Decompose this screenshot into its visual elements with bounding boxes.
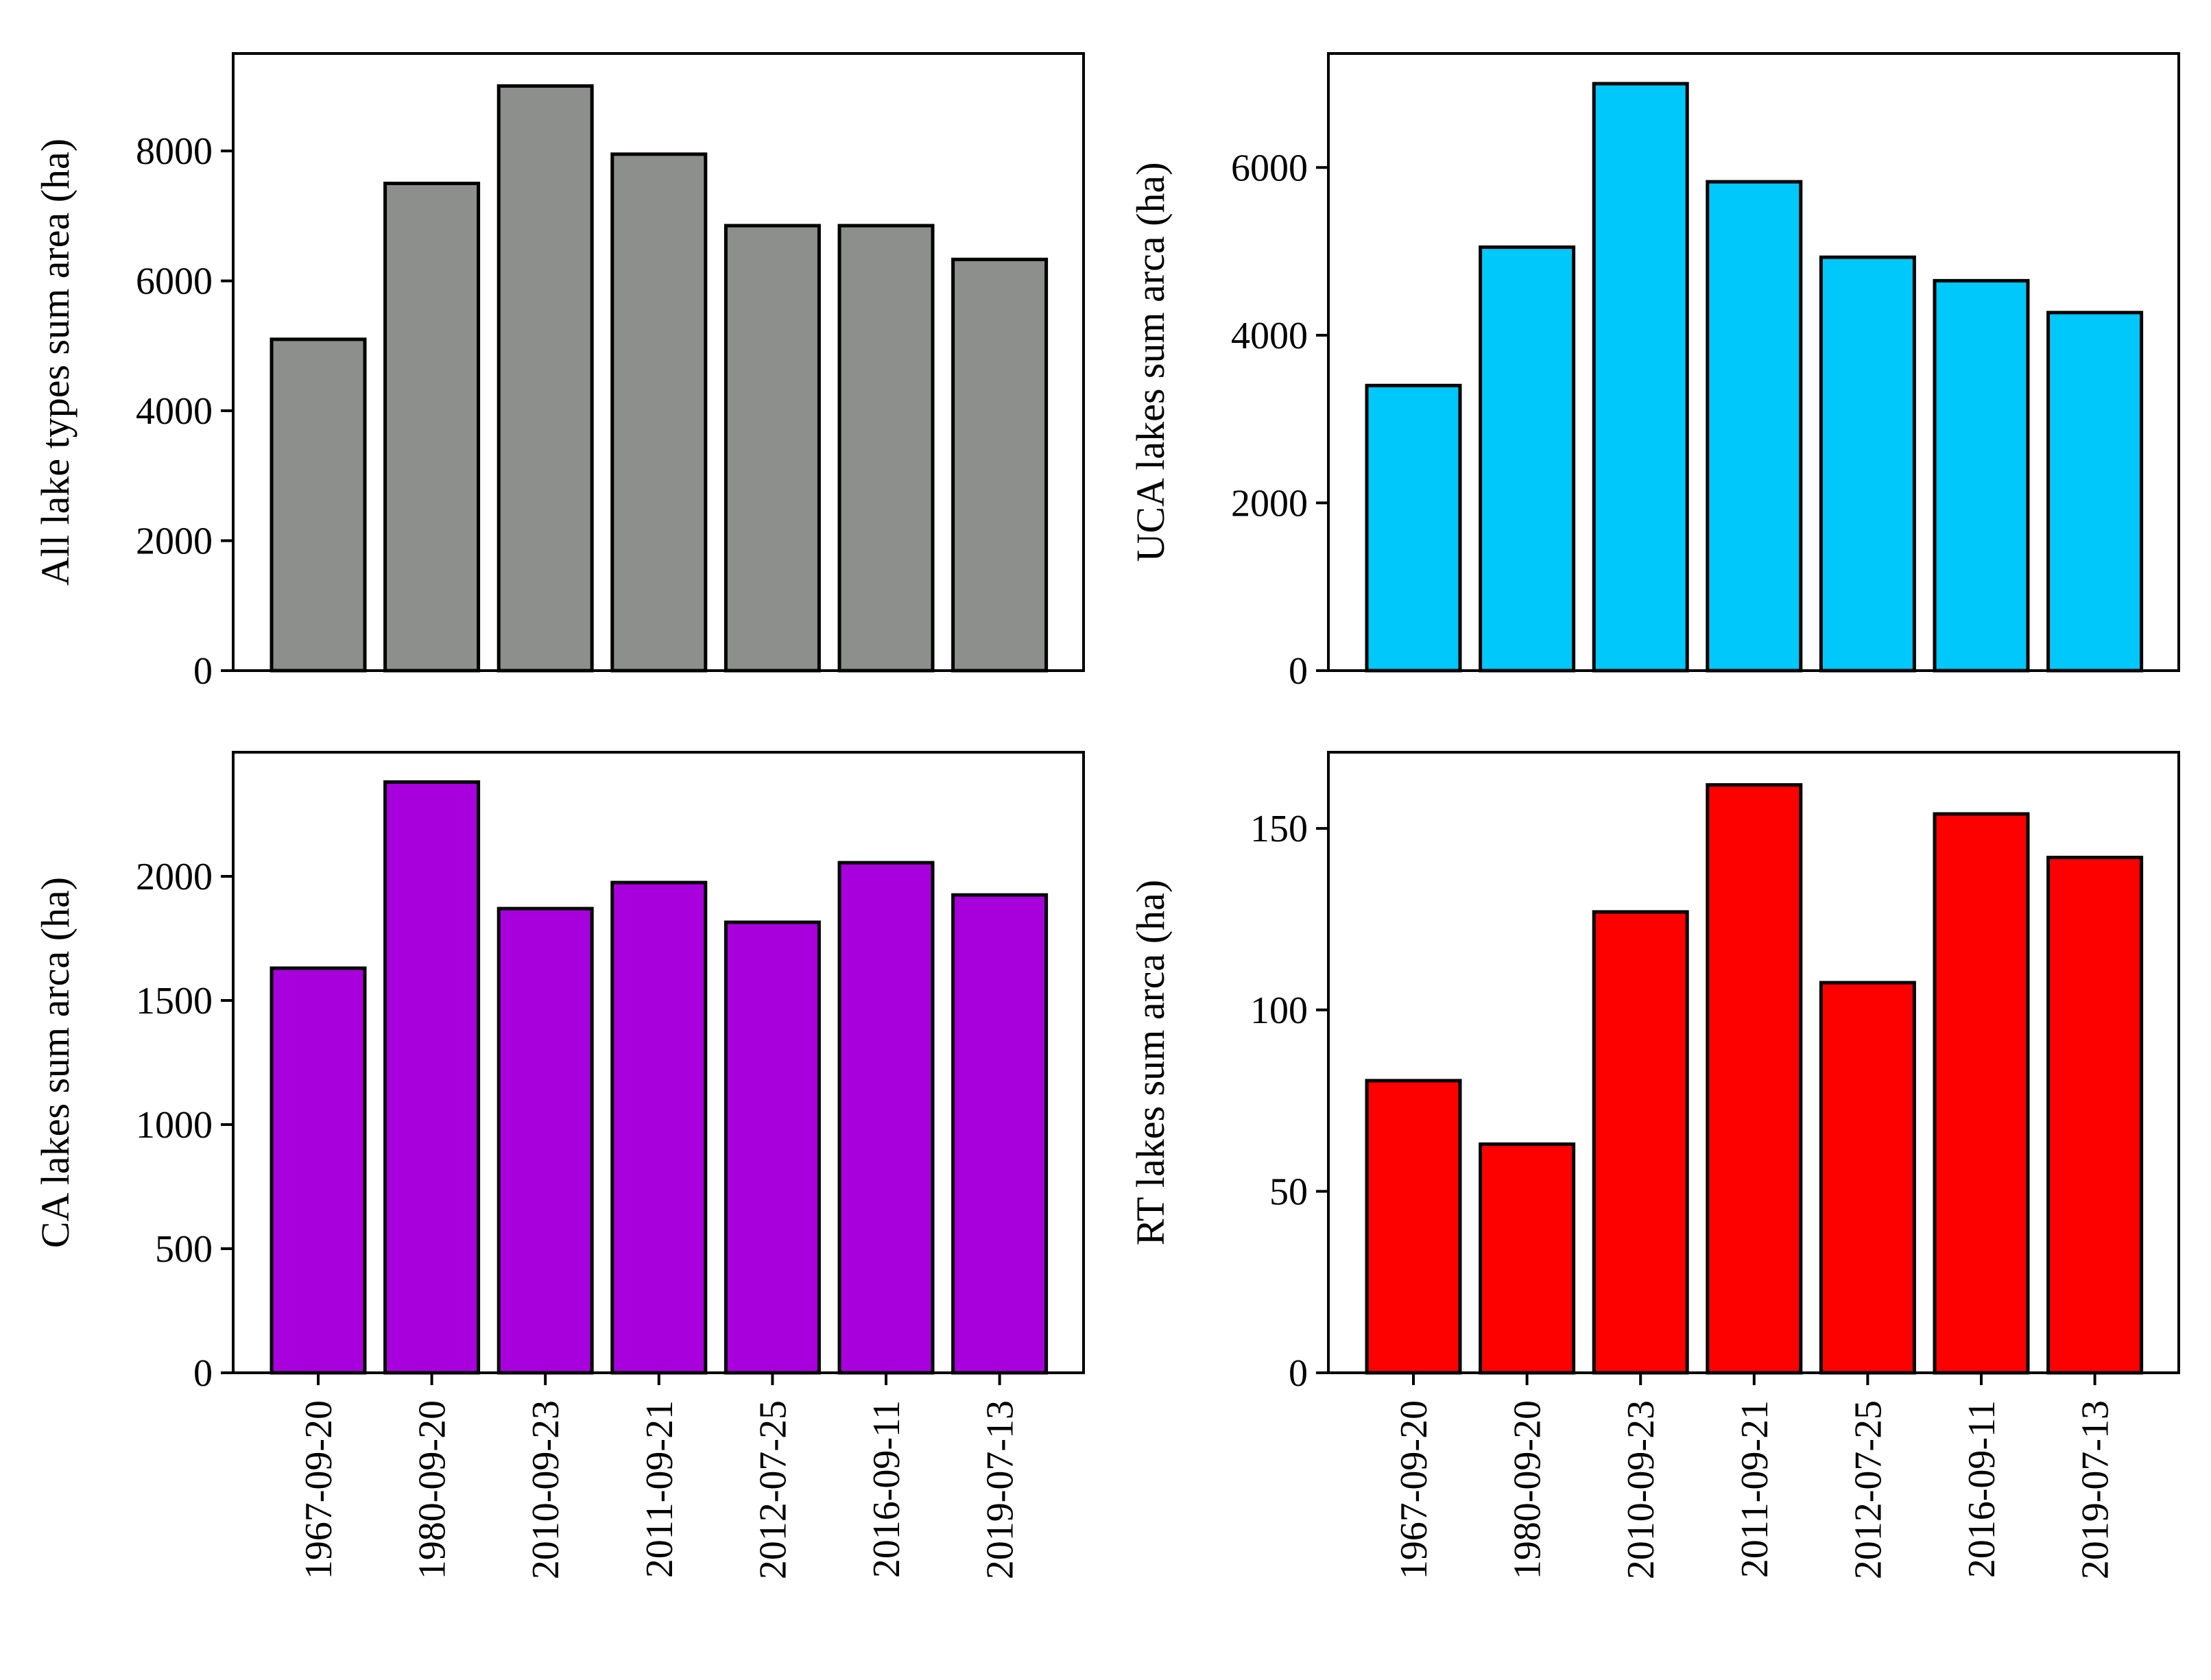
bar-2010-09-23 [497, 84, 594, 673]
x-tick-label: 2012-07-25 [1847, 1400, 1889, 1579]
y-tick-label: 150 [1250, 808, 1308, 850]
bar-2010-09-23 [1592, 82, 1689, 673]
x-tick-label: 2011-09-21 [638, 1400, 681, 1578]
x-tick-label: 1967-09-20 [1393, 1400, 1435, 1579]
y-tick-label: 0 [193, 1352, 213, 1395]
bar-2016-09-11 [837, 224, 935, 673]
y-axis-label: All lake types sum area (ha) [33, 139, 77, 586]
y-tick-label: 6000 [136, 261, 213, 303]
bar-2011-09-21 [1706, 180, 1803, 673]
bar-2012-07-25 [724, 224, 821, 673]
plot-frame [1327, 52, 2180, 672]
panel-top-left: 0 2000 4000 6000 8000 All lake types sum area… [33, 52, 1085, 693]
panel-bottom-left: 0 500 1000 1500 2000 1967-09-20 1980-09-20 2010… [33, 751, 1085, 1579]
y-tick-label: 2000 [1231, 482, 1308, 525]
bar-2016-09-11 [837, 861, 935, 1375]
bar-2019-07-13 [951, 257, 1049, 673]
bar-2010-09-23 [497, 907, 594, 1375]
x-tick-label: 1980-09-20 [411, 1400, 454, 1579]
y-tick-label: 1000 [136, 1104, 213, 1147]
y-tick-label: 100 [1250, 989, 1308, 1032]
bar-1967-09-20 [1365, 1079, 1462, 1375]
x-tick-label: 2012-07-25 [752, 1400, 794, 1579]
x-tick-label: 2010-09-23 [525, 1400, 567, 1579]
x-tick-label: 2010-09-23 [1620, 1400, 1662, 1579]
x-tick-label: 2019-07-13 [2075, 1400, 2117, 1579]
y-tick-label: 500 [155, 1228, 213, 1271]
x-tick-label: 2016-09-11 [1961, 1400, 2003, 1578]
bar-1980-09-20 [1479, 245, 1576, 673]
bar-2010-09-23 [1592, 910, 1689, 1375]
bar-2019-07-13 [2046, 855, 2144, 1375]
bar-1980-09-20 [383, 181, 481, 673]
y-tick-label: 4000 [1231, 315, 1308, 357]
x-tick-label: 1980-09-20 [1507, 1400, 1549, 1579]
bar-1967-09-20 [270, 966, 367, 1375]
y-axis-label: UCA lakes sum arca (ha) [1128, 162, 1173, 562]
panel-top-right: 0 2000 4000 6000 UCA lakes sum arca (ha) [1128, 52, 2180, 693]
y-tick-label: 2000 [136, 520, 213, 563]
x-tick-label: 2019-07-13 [979, 1400, 1022, 1579]
x-tick-label: 2011-09-21 [1734, 1400, 1776, 1578]
y-tick-label: 4000 [136, 390, 213, 433]
y-tick-label: 50 [1269, 1171, 1308, 1213]
y-tick-label: 1500 [136, 980, 213, 1022]
plot-frame [232, 52, 1085, 672]
bar-2019-07-13 [951, 893, 1049, 1375]
bar-2012-07-25 [1819, 981, 1916, 1375]
bar-1967-09-20 [1365, 383, 1462, 673]
y-tick-label: 0 [193, 650, 213, 693]
panel-bottom-right: 0 50 100 150 1967-09-20 1980-09-20 2010-09-23 2… [1128, 751, 2180, 1579]
bar-2011-09-21 [610, 880, 708, 1375]
y-tick-label: 0 [1289, 1352, 1308, 1395]
bar-2011-09-21 [610, 152, 708, 673]
bar-2012-07-25 [1819, 255, 1916, 673]
bar-2011-09-21 [1706, 783, 1803, 1375]
y-tick-label: 0 [1289, 650, 1308, 693]
y-tick-label: 2000 [136, 856, 213, 898]
y-axis-label: CA lakes sum arca (ha) [33, 877, 77, 1248]
bar-2016-09-11 [1933, 278, 2030, 673]
bar-2012-07-25 [724, 920, 821, 1375]
x-tick-label: 2016-09-11 [865, 1400, 908, 1578]
bar-1980-09-20 [1479, 1142, 1576, 1375]
y-tick-label: 8000 [136, 130, 213, 173]
y-axis-label: RT lakes sum arca (ha) [1128, 880, 1173, 1245]
bar-2016-09-11 [1933, 812, 2030, 1375]
y-tick-label: 6000 [1231, 147, 1308, 189]
x-tick-label: 1967-09-20 [298, 1400, 340, 1579]
bar-2019-07-13 [2046, 311, 2144, 673]
bar-1980-09-20 [383, 780, 481, 1375]
bar-1967-09-20 [270, 337, 367, 673]
